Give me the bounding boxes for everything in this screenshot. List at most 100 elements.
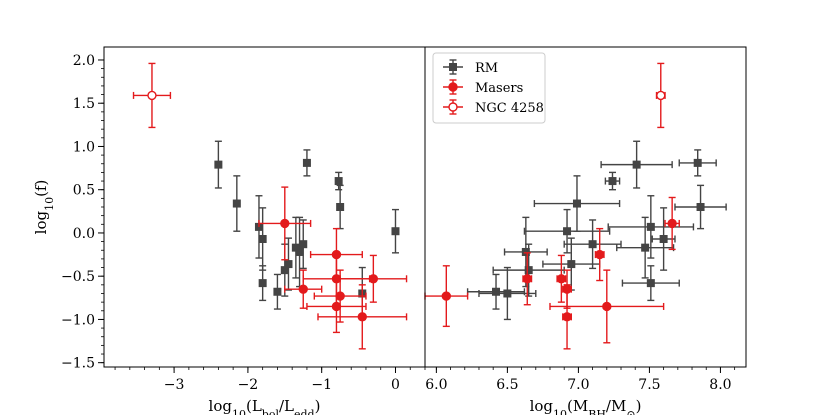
- masers-marker: [298, 284, 308, 294]
- rm-marker: [299, 240, 308, 249]
- masers-marker: [280, 218, 290, 229]
- x-tick-label: −3: [164, 377, 185, 393]
- rm-marker: [284, 260, 293, 269]
- legend-label: RM: [475, 61, 498, 76]
- legend-label: Masers: [475, 81, 523, 96]
- rm-point: [607, 195, 695, 259]
- rm-point: [284, 237, 293, 291]
- x-tick-label: −2: [238, 377, 259, 393]
- y-tick-label: −1.5: [61, 356, 95, 372]
- rm-marker: [336, 203, 345, 211]
- rm-point: [232, 175, 241, 232]
- rm-marker: [608, 177, 617, 186]
- masers-point: [258, 186, 312, 261]
- masers-marker: [331, 301, 342, 312]
- rm-marker: [563, 227, 572, 236]
- masers-marker: [556, 274, 567, 284]
- panel-left: −3 −2 −1 0 −1.5 −1.0 −0.5 0.0 0.5 1.0 1.5 2.0 log10(…: [32, 46, 426, 420]
- x-tick-label: −1: [311, 377, 332, 393]
- rm-point: [391, 208, 400, 254]
- masers-marker: [368, 274, 379, 284]
- rm-marker: [334, 177, 343, 186]
- y-tick-label: 1.0: [73, 139, 95, 155]
- rm-marker: [693, 158, 702, 167]
- x-axis-label: log10(Lbol/Ledd): [209, 397, 321, 415]
- rm-point: [302, 149, 311, 177]
- rm-point: [600, 140, 673, 189]
- masers-point: [306, 279, 367, 334]
- rm-marker: [503, 289, 512, 298]
- rm-point: [533, 175, 621, 232]
- masers-point: [522, 252, 533, 306]
- ngc-marker: [656, 90, 666, 101]
- ngc-marker: [147, 90, 157, 101]
- masers-point: [664, 196, 680, 251]
- masers-marker: [595, 249, 605, 260]
- masers-point: [556, 254, 567, 303]
- rm-marker: [567, 260, 576, 269]
- rm-marker: [232, 199, 241, 208]
- masers-marker: [667, 218, 677, 229]
- masers-point: [317, 284, 408, 350]
- rm-marker: [258, 279, 267, 288]
- rm-point: [336, 184, 345, 230]
- masers-marker: [357, 312, 367, 322]
- legend-marker: [448, 82, 458, 92]
- rm-point: [651, 207, 676, 271]
- panel-right: 6.0 6.5 7.0 7.5 8.0 log10(MBH/M⊙): [424, 46, 747, 420]
- masers-point: [284, 269, 323, 309]
- rm-marker: [391, 227, 400, 236]
- masers-point: [339, 254, 408, 303]
- x-tick-label: 8.0: [709, 377, 731, 393]
- rm-marker: [646, 222, 655, 231]
- rm-marker: [521, 247, 530, 256]
- y-axis-label: log10(f): [32, 180, 56, 235]
- rm-point: [678, 149, 717, 177]
- masers-marker: [522, 274, 532, 284]
- y-tick-label: 0.5: [73, 183, 95, 199]
- x-axis-label: log10(MBH/M⊙): [530, 397, 642, 415]
- rm-point: [492, 243, 565, 297]
- rm-marker: [659, 235, 668, 243]
- rm-point: [466, 273, 526, 310]
- rm-marker: [214, 160, 223, 169]
- rm-marker: [632, 160, 641, 169]
- rm-marker: [302, 158, 311, 167]
- rm-marker: [524, 266, 533, 275]
- rm-point: [291, 216, 300, 279]
- rm-marker: [588, 240, 597, 249]
- legend-marker: [449, 63, 457, 71]
- legend-entry-rm: RM: [443, 59, 498, 76]
- ngc-point: [132, 62, 172, 129]
- rm-point: [258, 265, 267, 302]
- rm-point: [258, 207, 267, 271]
- x-tick-label: 7.5: [638, 377, 660, 393]
- rm-marker: [492, 287, 501, 296]
- y-tick-label: −0.5: [61, 269, 95, 285]
- legend-marker: [448, 102, 458, 112]
- y-tick-label: 0.0: [73, 226, 95, 242]
- rm-marker: [641, 243, 650, 252]
- ngc-point: [655, 62, 666, 129]
- rm-marker: [572, 199, 581, 208]
- y-tick-label: 1.5: [73, 96, 95, 112]
- rm-point: [523, 208, 611, 254]
- masers-marker: [602, 301, 612, 312]
- masers-marker: [335, 291, 345, 301]
- rm-marker: [646, 279, 655, 288]
- x-tick-label: 7.0: [567, 377, 589, 393]
- masers-point: [424, 265, 469, 328]
- rm-point: [295, 216, 304, 288]
- y-tick-label: 2.0: [73, 53, 95, 69]
- legend-box: [432, 52, 546, 124]
- rm-point: [299, 219, 308, 270]
- masers-point: [562, 284, 572, 350]
- masers-marker: [562, 312, 572, 322]
- rm-marker: [258, 235, 267, 243]
- rm-point: [334, 171, 343, 191]
- legend: RM Masers NGC 4258: [432, 52, 546, 124]
- rm-marker: [273, 287, 282, 296]
- masers-point: [549, 269, 665, 344]
- masers-point: [594, 227, 605, 282]
- rm-point: [273, 273, 282, 310]
